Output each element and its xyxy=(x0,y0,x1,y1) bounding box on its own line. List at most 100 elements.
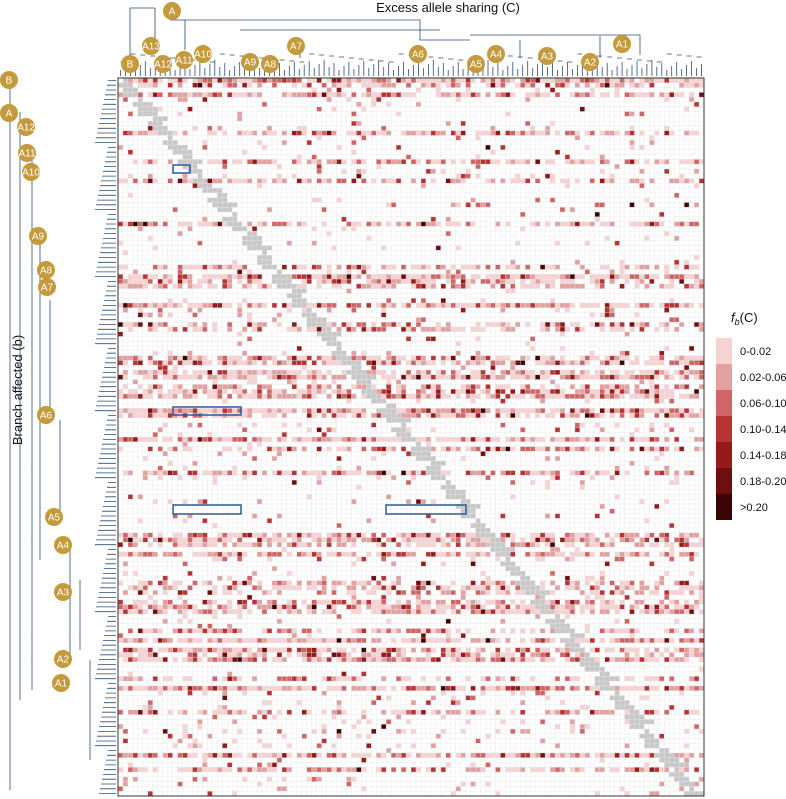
heatmap-cell xyxy=(609,709,615,715)
heatmap-cell xyxy=(356,532,362,538)
heatmap-cell xyxy=(435,733,441,739)
heatmap-cell xyxy=(132,413,138,418)
heatmap-cell xyxy=(311,604,317,610)
heatmap-cell xyxy=(177,274,183,280)
heatmap-cell xyxy=(127,604,133,610)
heatmap-cell-na xyxy=(470,523,486,528)
heatmap-cell xyxy=(391,585,397,591)
legend-label: >0.20 xyxy=(740,502,768,514)
heatmap-cell xyxy=(257,542,263,548)
heatmap-cell xyxy=(624,791,630,796)
heatmap-cell xyxy=(604,159,610,165)
heatmap-cell xyxy=(520,709,526,715)
heatmap-cell xyxy=(182,408,188,414)
heatmap-cell xyxy=(182,542,188,548)
top-node-a: A xyxy=(163,2,181,20)
heatmap-cell xyxy=(271,532,277,538)
heatmap-cell xyxy=(460,326,466,332)
heatmap-cell xyxy=(286,676,292,682)
heatmap-cell xyxy=(495,221,501,227)
heatmap-cell-na xyxy=(401,422,407,428)
heatmap-cell xyxy=(649,437,655,442)
heatmap-cell xyxy=(187,446,193,452)
heatmap-cell xyxy=(381,767,387,773)
heatmap-cell xyxy=(664,604,670,610)
heatmap-cell xyxy=(132,322,138,327)
heatmap-cell xyxy=(177,537,183,543)
heatmap-cell xyxy=(271,360,277,366)
heatmap-cell xyxy=(207,125,213,131)
heatmap-cell xyxy=(167,82,173,88)
heatmap-cell xyxy=(485,475,491,481)
heatmap-cell xyxy=(510,767,516,773)
heatmap-cell xyxy=(574,159,580,165)
heatmap-cell xyxy=(336,537,342,543)
heatmap-cell xyxy=(440,168,446,174)
heatmap-cell xyxy=(425,551,431,557)
heatmap-cell xyxy=(321,609,327,615)
heatmap-cell xyxy=(217,537,223,543)
heatmap-cell xyxy=(525,647,531,653)
heatmap-cell xyxy=(420,130,426,136)
heatmap-cell xyxy=(118,542,123,548)
heatmap-cell xyxy=(291,633,297,639)
heatmap-cell xyxy=(614,374,620,380)
heatmap-cell xyxy=(262,130,267,136)
heatmap-cell xyxy=(599,279,605,284)
heatmap-cell xyxy=(589,599,595,605)
heatmap-cell xyxy=(361,786,367,792)
heatmap-cell xyxy=(122,130,128,136)
heatmap-cell xyxy=(659,733,665,739)
heatmap-cell xyxy=(118,609,123,615)
heatmap-cell xyxy=(262,532,267,538)
heatmap-cell xyxy=(515,437,521,442)
heatmap-cell xyxy=(634,767,640,773)
heatmap-cell xyxy=(336,274,342,280)
heatmap-cell xyxy=(376,695,382,701)
heatmap-cell xyxy=(162,365,168,370)
heatmap-cell xyxy=(535,551,541,557)
heatmap-cell xyxy=(142,82,148,88)
heatmap-cell xyxy=(207,599,213,605)
heatmap-cell xyxy=(311,752,317,758)
heatmap-cell xyxy=(609,178,615,184)
heatmap-cell xyxy=(142,638,148,643)
heatmap-cell xyxy=(167,92,173,98)
heatmap-cell xyxy=(515,173,521,179)
heatmap-cell xyxy=(281,470,287,476)
heatmap-cell-na xyxy=(197,183,213,189)
heatmap-cell xyxy=(396,647,402,653)
heatmap-cell xyxy=(694,604,700,610)
heatmap-cell xyxy=(545,264,551,270)
heatmap-cell xyxy=(376,437,382,442)
heatmap-cell xyxy=(684,542,690,548)
heatmap-cell xyxy=(485,676,491,682)
heatmap-cell xyxy=(311,264,317,270)
heatmap-cell xyxy=(391,360,397,366)
heatmap-cell xyxy=(217,92,223,98)
heatmap-cell xyxy=(470,384,476,390)
heatmap-cell xyxy=(262,393,267,399)
heatmap-cell xyxy=(604,384,610,390)
heatmap-cell xyxy=(475,393,481,399)
heatmap-cell xyxy=(182,264,188,270)
heatmap-cell xyxy=(689,178,695,184)
heatmap-cell xyxy=(559,374,565,380)
legend-title-f: f xyxy=(731,310,736,325)
heatmap-cell xyxy=(490,393,496,399)
heatmap-cell xyxy=(167,647,173,653)
heatmap-cell xyxy=(604,657,610,662)
heatmap-cell xyxy=(540,360,546,366)
heatmap-cell-na xyxy=(286,293,302,299)
heatmap-cell xyxy=(599,322,605,327)
heatmap-cell xyxy=(247,336,253,342)
heatmap-cell xyxy=(291,82,297,88)
heatmap-cell xyxy=(301,437,307,442)
heatmap-cell xyxy=(162,647,168,653)
heatmap-cell xyxy=(257,738,263,744)
heatmap-cell xyxy=(232,178,238,184)
heatmap-cell xyxy=(545,413,551,418)
heatmap-cell xyxy=(366,326,372,332)
heatmap-cell xyxy=(624,408,630,414)
heatmap-cell xyxy=(545,599,551,605)
